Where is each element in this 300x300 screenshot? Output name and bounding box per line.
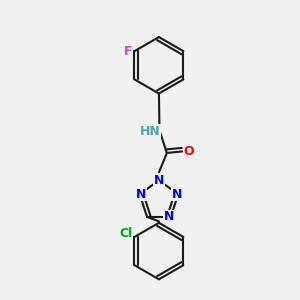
Text: F: F: [124, 45, 132, 58]
Text: Cl: Cl: [119, 227, 133, 241]
Text: HN: HN: [140, 125, 160, 138]
Text: O: O: [183, 145, 194, 158]
Text: N: N: [172, 188, 182, 201]
Text: N: N: [154, 174, 164, 187]
Text: N: N: [164, 210, 175, 224]
Text: N: N: [136, 188, 146, 201]
